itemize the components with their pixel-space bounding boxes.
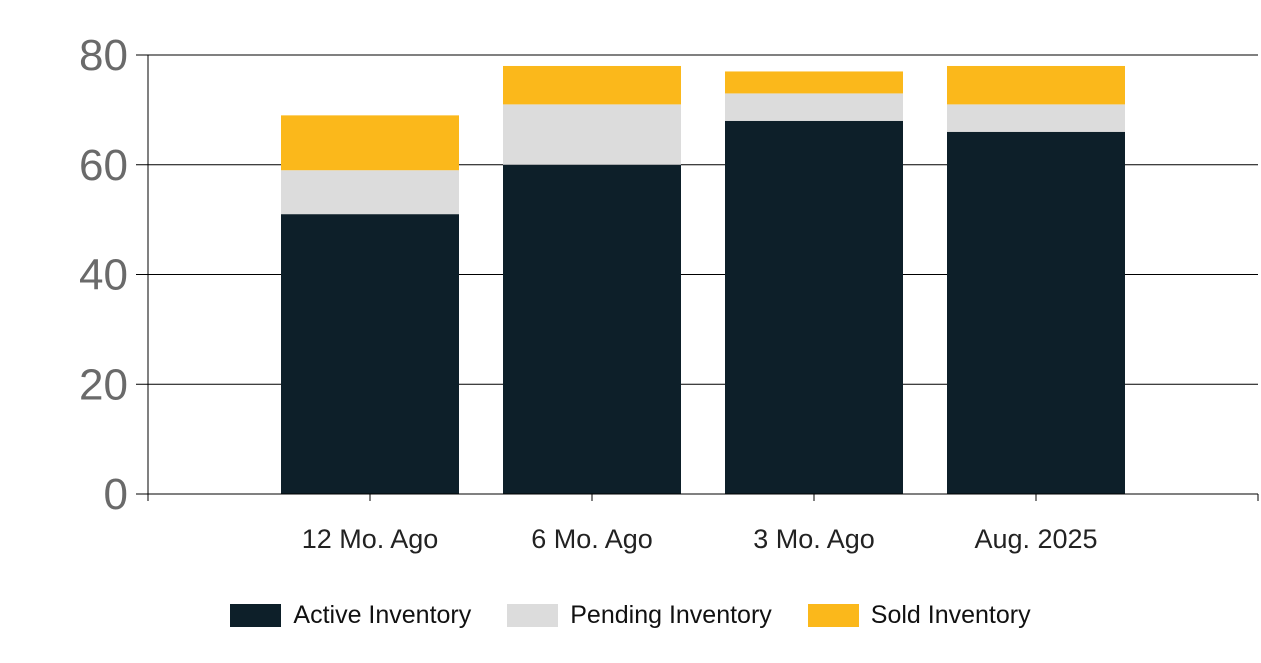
legend-swatch-sold <box>807 603 859 627</box>
bar-active-inventory-0 <box>281 214 459 494</box>
legend-label-active: Active Inventory <box>293 600 472 629</box>
bar-active-inventory-1 <box>503 164 681 494</box>
bar-sold-inventory-3 <box>947 65 1125 105</box>
bar-sold-inventory-0 <box>281 115 459 171</box>
bar-active-inventory-3 <box>947 131 1125 494</box>
bar-pending-inventory-0 <box>281 170 459 215</box>
legend-label-sold: Sold Inventory <box>870 600 1031 629</box>
bar-pending-inventory-3 <box>947 104 1125 132</box>
legend-item-sold: Sold Inventory <box>807 600 1031 630</box>
bar-sold-inventory-1 <box>503 65 681 105</box>
legend-swatch-pending <box>507 603 559 627</box>
bar-pending-inventory-1 <box>503 104 681 165</box>
legend-label-pending: Pending Inventory <box>570 600 772 629</box>
x-tick-label: 12 Mo. Ago <box>302 524 439 554</box>
y-tick-label: 0 <box>104 470 128 519</box>
axes <box>136 54 1259 501</box>
y-tick-label: 20 <box>79 360 128 409</box>
legend-item-pending: Pending Inventory <box>507 601 772 630</box>
x-tick-label: 3 Mo. Ago <box>753 524 875 554</box>
legend-item-active: Active Inventory <box>230 601 471 630</box>
tick-labels: 0 20 40 60 80 12 Mo. Ago 6 Mo. Ago 3 Mo. Ago Aug… <box>79 31 1098 554</box>
x-tick-label: 6 Mo. Ago <box>531 524 653 554</box>
bar-sold-inventory-2 <box>725 71 903 94</box>
legend-swatch-active <box>230 603 282 627</box>
y-tick-label: 80 <box>79 31 128 80</box>
bar-pending-inventory-2 <box>725 93 903 121</box>
bar-active-inventory-2 <box>725 120 903 494</box>
bars <box>281 65 1125 494</box>
legend: Active Inventory Pending Inventory Sold … <box>0 598 1261 632</box>
x-tick-label: Aug. 2025 <box>974 524 1097 554</box>
y-tick-label: 60 <box>79 141 128 190</box>
y-tick-label: 40 <box>79 251 128 300</box>
